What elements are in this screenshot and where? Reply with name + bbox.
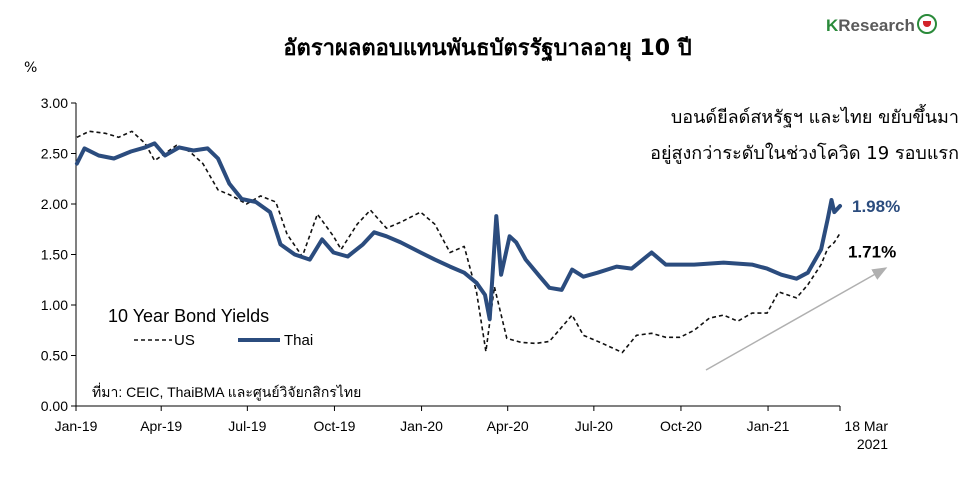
legend-label-thai: Thai — [284, 332, 313, 349]
brand-seal-icon — [916, 14, 937, 34]
chart-axes: 0.00 0.50 1.00 1.50 2.00 2.50 3.00 Jan-19 Apr-19… — [41, 95, 889, 452]
x-tick-label: Apr-20 — [487, 418, 529, 434]
legend-label-us: US — [174, 332, 195, 349]
brand-logo-prefix: K — [826, 16, 839, 35]
annotation-line-2: อยู่สูงกว่าระดับในช่วงโควิด 19 รอบแรก — [650, 143, 959, 164]
y-tick-label: 0.00 — [41, 398, 68, 414]
y-tick-label: 1.50 — [41, 247, 68, 263]
y-tick-label: 2.00 — [41, 196, 68, 212]
x-end-label-line1: 18 Mar — [844, 418, 888, 434]
brand-logo-name: Research — [838, 16, 915, 35]
x-tick-label: Oct-20 — [660, 418, 702, 434]
x-tick-label: Jul-19 — [228, 418, 266, 434]
x-tick-label: Jul-20 — [575, 418, 613, 434]
labels-layer: 1.98% 1.71% 10 Year Bond Yields US Thai — [108, 197, 900, 371]
y-tick-label: 3.00 — [41, 95, 68, 111]
x-tick-label: Jan-21 — [747, 418, 790, 434]
series-line-thai — [74, 141, 842, 322]
series-layer — [74, 130, 842, 354]
annotation-line-1: บอนด์ยีลด์สหรัฐฯ และไทย ขยับขึ้นมา — [670, 107, 959, 128]
x-tick-label: Jan-19 — [55, 418, 98, 434]
y-tick-label: 1.00 — [41, 297, 68, 313]
chart-title: อัตราผลตอบแทนพันธบัตรรัฐบาลอายุ 10 ปี — [283, 36, 692, 61]
y-axis-unit: % — [24, 60, 38, 76]
brand-logo: KResearch — [826, 14, 937, 36]
end-label-us: 1.71% — [848, 242, 896, 261]
series-line-us — [76, 130, 841, 354]
y-tick-label: 2.50 — [41, 146, 68, 162]
x-tick-label: Oct-19 — [313, 418, 355, 434]
trend-arrow — [705, 267, 888, 371]
end-label-thai: 1.98% — [852, 197, 900, 216]
x-tick-label: Apr-19 — [140, 418, 182, 434]
source-note: ที่มา: CEIC, ThaiBMA และศูนย์วิจัยกสิกรไ… — [92, 384, 362, 400]
x-end-label-line2: 2021 — [857, 436, 888, 452]
chart-annotation: บอนด์ยีลด์สหรัฐฯ และไทย ขยับขึ้นมา อยู่ส… — [650, 100, 959, 172]
y-tick-label: 0.50 — [41, 348, 68, 364]
legend-title: 10 Year Bond Yields — [108, 306, 269, 326]
x-tick-label: Jan-20 — [400, 418, 443, 434]
